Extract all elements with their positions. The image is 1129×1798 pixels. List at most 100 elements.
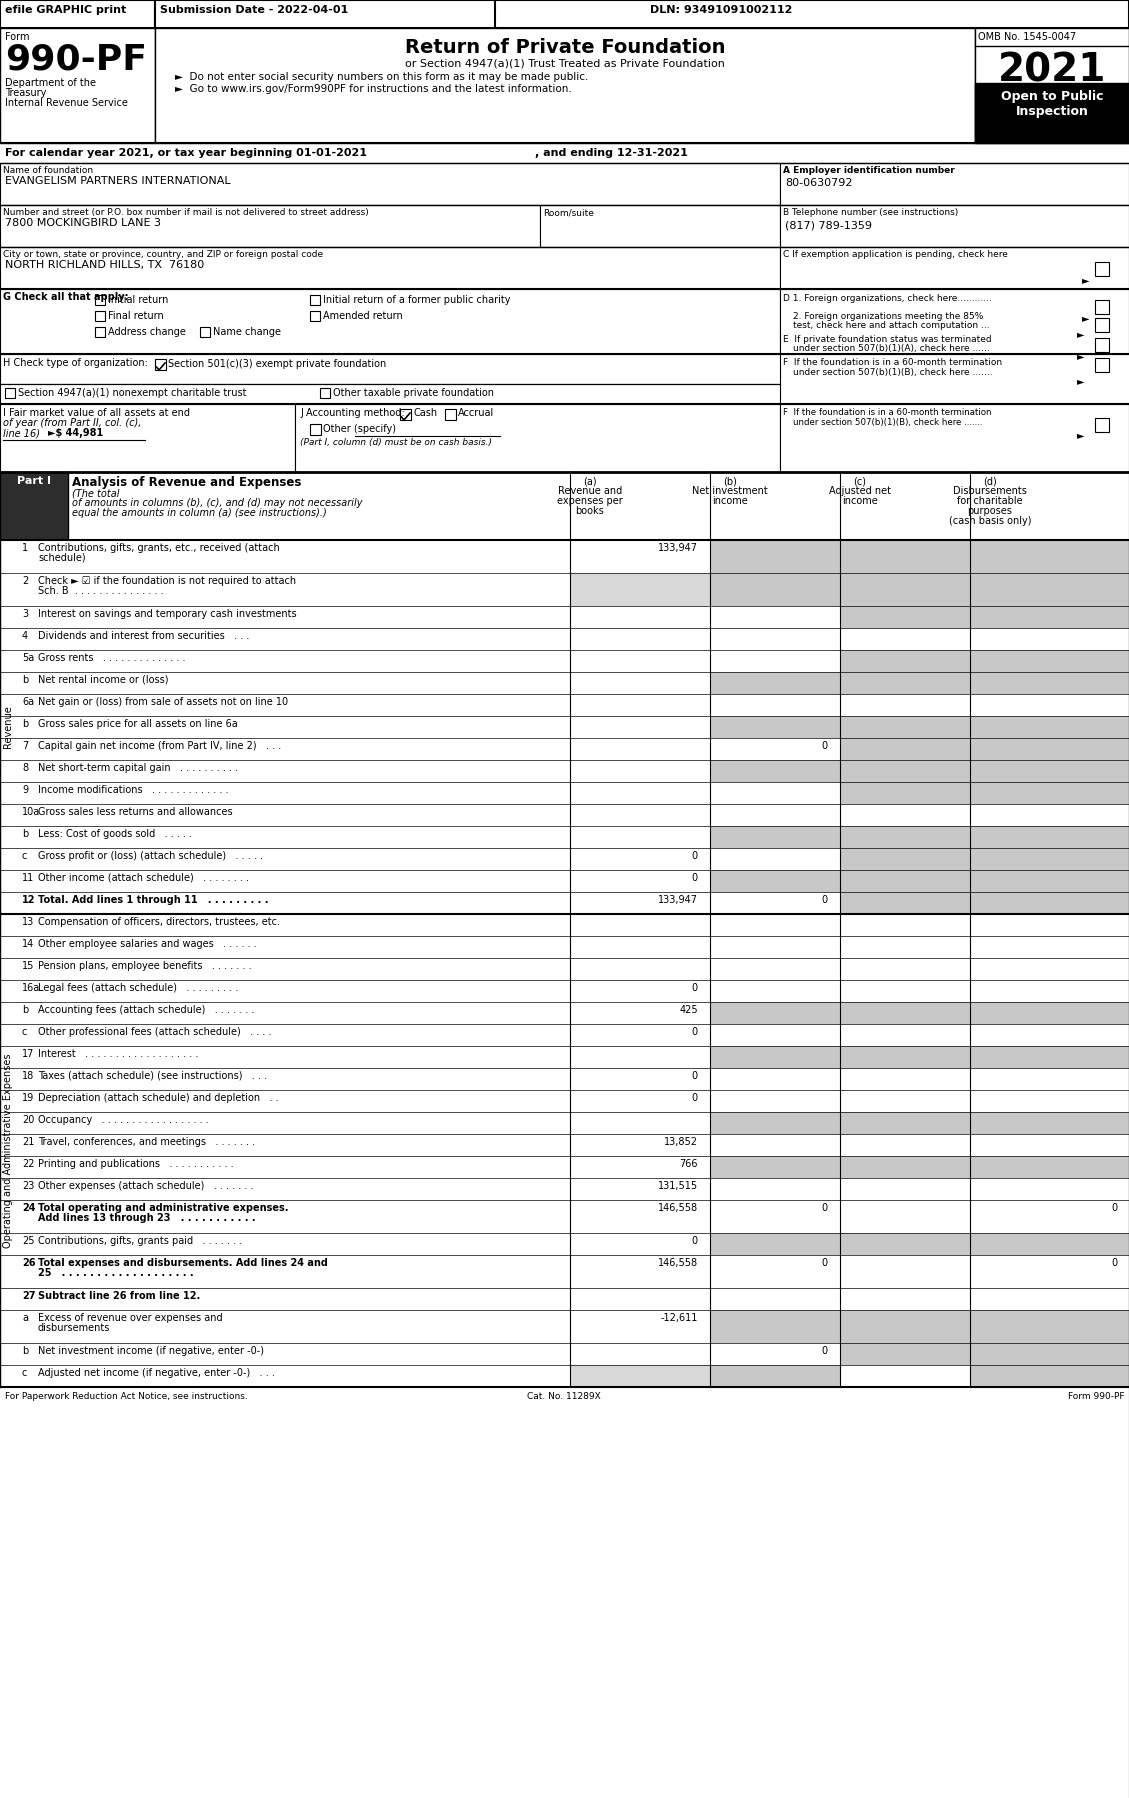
Bar	[0, 1135, 570, 1156]
Bar	[710, 1156, 840, 1178]
Text: Other income (attach schedule)   . . . . . . . .: Other income (attach schedule) . . . . .…	[38, 874, 250, 883]
Text: (a): (a)	[584, 476, 597, 485]
Bar	[970, 606, 1129, 628]
Bar	[840, 980, 970, 1001]
Text: (The total: (The total	[72, 487, 120, 498]
Bar	[0, 205, 540, 246]
Bar	[840, 1025, 970, 1046]
Text: 0: 0	[692, 984, 698, 992]
Bar	[0, 761, 570, 782]
Text: Number and street (or P.O. box number if mail is not delivered to street address: Number and street (or P.O. box number if…	[3, 209, 369, 218]
Text: (cash basis only): (cash basis only)	[948, 516, 1031, 527]
Text: Disbursements: Disbursements	[953, 485, 1027, 496]
Bar	[970, 958, 1129, 980]
Text: 20: 20	[21, 1115, 34, 1126]
Bar	[0, 651, 570, 672]
Text: 22: 22	[21, 1160, 35, 1169]
Bar	[710, 1025, 840, 1046]
Text: 2021: 2021	[998, 52, 1106, 90]
Bar	[970, 1365, 1129, 1386]
Text: (b): (b)	[723, 476, 737, 485]
Text: ►: ►	[1082, 313, 1089, 324]
Bar	[970, 1135, 1129, 1156]
Bar	[840, 849, 970, 870]
Bar	[0, 672, 570, 694]
Bar	[1095, 318, 1109, 333]
Text: ►: ►	[1077, 430, 1085, 441]
Bar	[0, 29, 155, 144]
Bar	[840, 716, 970, 737]
Bar	[710, 937, 840, 958]
Bar	[970, 782, 1129, 804]
Text: 766: 766	[680, 1160, 698, 1169]
Bar	[970, 1287, 1129, 1311]
Text: Form 990-PF: Form 990-PF	[1068, 1392, 1124, 1401]
Text: 7: 7	[21, 741, 28, 752]
Text: ►  Go to www.irs.gov/Form990PF for instructions and the latest information.: ► Go to www.irs.gov/Form990PF for instru…	[175, 85, 571, 93]
Bar	[0, 0, 155, 29]
Bar	[540, 205, 780, 246]
Bar	[710, 539, 840, 574]
Text: Final return: Final return	[108, 311, 164, 322]
Bar	[970, 825, 1129, 849]
Bar	[970, 1233, 1129, 1255]
Bar	[840, 761, 970, 782]
Bar	[0, 385, 780, 405]
Text: 1: 1	[21, 543, 28, 554]
Text: Occupancy   . . . . . . . . . . . . . . . . . .: Occupancy . . . . . . . . . . . . . . . …	[38, 1115, 209, 1126]
Text: Department of the: Department of the	[5, 77, 96, 88]
Bar	[570, 574, 710, 606]
Text: Depreciation (attach schedule) and depletion   . .: Depreciation (attach schedule) and deple…	[38, 1093, 279, 1102]
Bar	[570, 804, 710, 825]
Bar	[975, 29, 1129, 144]
Bar	[840, 1111, 970, 1135]
Bar	[445, 408, 456, 421]
Text: Subtract line 26 from line 12.: Subtract line 26 from line 12.	[38, 1291, 200, 1302]
Bar	[155, 360, 166, 370]
Bar	[780, 246, 1129, 289]
Text: 0: 0	[692, 1072, 698, 1081]
Bar	[970, 1068, 1129, 1090]
Bar	[0, 980, 570, 1001]
Text: of amounts in columns (b), (c), and (d) may not necessarily: of amounts in columns (b), (c), and (d) …	[72, 498, 362, 509]
Bar	[570, 1199, 710, 1233]
Text: 21: 21	[21, 1136, 34, 1147]
Text: schedule): schedule)	[38, 554, 86, 563]
Bar	[710, 1111, 840, 1135]
Bar	[840, 1178, 970, 1199]
Bar	[570, 1111, 710, 1135]
Bar	[840, 913, 970, 937]
Bar	[0, 289, 780, 354]
Bar	[710, 804, 840, 825]
Bar	[710, 1199, 840, 1233]
Bar	[310, 295, 320, 306]
Text: 0: 0	[822, 1203, 828, 1214]
Bar	[970, 1046, 1129, 1068]
Bar	[1095, 300, 1109, 315]
Text: 990-PF: 990-PF	[5, 41, 147, 76]
Text: 2. Foreign organizations meeting the 85%: 2. Foreign organizations meeting the 85%	[793, 313, 983, 322]
Text: 146,558: 146,558	[658, 1259, 698, 1268]
Bar	[840, 1365, 970, 1386]
Bar	[570, 1046, 710, 1068]
Bar	[570, 1178, 710, 1199]
Text: 2: 2	[21, 575, 28, 586]
Bar	[970, 980, 1129, 1001]
Text: F  If the foundation is in a 60-month termination: F If the foundation is in a 60-month ter…	[784, 408, 991, 417]
Text: 10a: 10a	[21, 807, 41, 816]
Text: equal the amounts in column (a) (see instructions).): equal the amounts in column (a) (see ins…	[72, 509, 326, 518]
Text: Net rental income or (loss): Net rental income or (loss)	[38, 674, 168, 685]
Text: 0: 0	[1111, 1259, 1117, 1268]
Bar	[0, 1233, 570, 1255]
Bar	[970, 892, 1129, 913]
Bar	[710, 1178, 840, 1199]
Bar	[970, 761, 1129, 782]
Bar	[840, 1255, 970, 1287]
Text: Contributions, gifts, grants paid   . . . . . . .: Contributions, gifts, grants paid . . . …	[38, 1235, 243, 1246]
Text: Excess of revenue over expenses and: Excess of revenue over expenses and	[38, 1313, 222, 1323]
Text: 0: 0	[692, 850, 698, 861]
Bar	[970, 1178, 1129, 1199]
Bar	[840, 1156, 970, 1178]
Bar	[400, 408, 411, 421]
Bar	[1095, 263, 1109, 277]
